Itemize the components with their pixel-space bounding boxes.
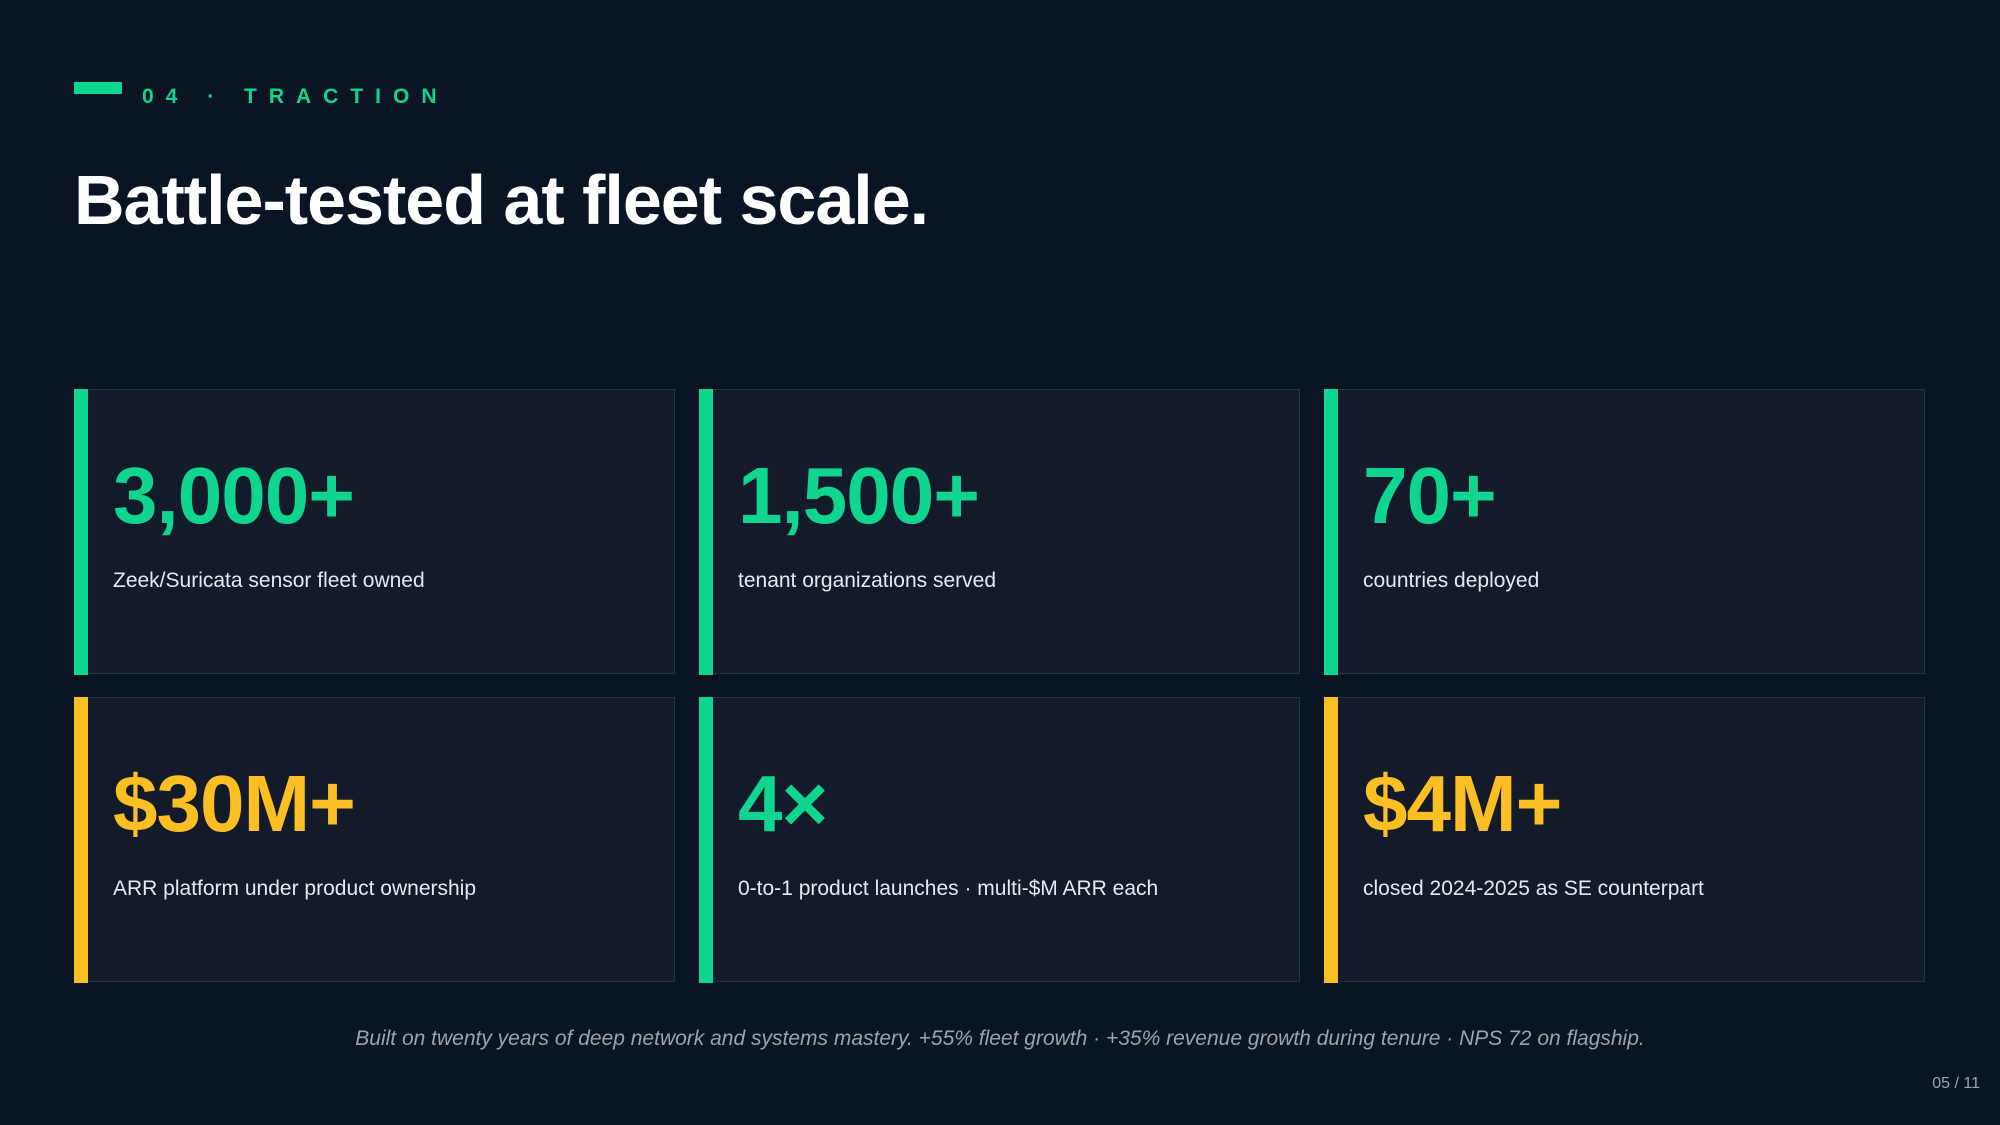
metric-card-launches: 4× 0-to-1 product launches · multi-$M AR… <box>699 697 1300 983</box>
eyebrow-text: 04 · TRACTION <box>142 85 449 108</box>
card-accent-bar <box>1324 389 1338 675</box>
section-eyebrow: 04 · TRACTION <box>74 82 449 112</box>
metric-label: ARR platform under product ownership <box>113 877 477 900</box>
metrics-grid: 3,000+ Zeek/Suricata sensor fleet owned … <box>74 389 1925 984</box>
metric-card-arr: $30M+ ARR platform under product ownersh… <box>74 697 675 983</box>
eyebrow-accent-bar <box>74 82 122 94</box>
metric-label: tenant organizations served <box>738 569 996 592</box>
metric-label: Zeek/Suricata sensor fleet owned <box>113 569 425 592</box>
card-accent-bar <box>1324 697 1338 983</box>
footnote: Built on twenty years of deep network an… <box>355 1027 1645 1050</box>
metric-value: 3,000+ <box>113 451 355 540</box>
card-accent-bar <box>699 389 713 675</box>
metric-label: closed 2024-2025 as SE counterpart <box>1363 877 1704 900</box>
metric-value: $30M+ <box>113 759 356 848</box>
slide-title: Battle-tested at fleet scale. <box>74 161 929 239</box>
metric-card-closed: $4M+ closed 2024-2025 as SE counterpart <box>1324 697 1925 983</box>
metric-value: $4M+ <box>1363 759 1562 848</box>
metric-value: 70+ <box>1363 451 1497 540</box>
page-number: 05 / 11 <box>1932 1075 1980 1092</box>
metric-label: countries deployed <box>1363 569 1540 592</box>
metric-card-tenants: 1,500+ tenant organizations served <box>699 389 1300 675</box>
card-accent-bar <box>699 697 713 983</box>
metric-value: 4× <box>738 759 828 848</box>
card-accent-bar <box>74 389 88 675</box>
metric-card-countries: 70+ countries deployed <box>1324 389 1925 675</box>
metric-value: 1,500+ <box>738 451 980 540</box>
metric-label: 0-to-1 product launches · multi-$M ARR e… <box>738 877 1159 900</box>
metric-card-sensor-fleet: 3,000+ Zeek/Suricata sensor fleet owned <box>74 389 675 675</box>
card-accent-bar <box>74 697 88 983</box>
